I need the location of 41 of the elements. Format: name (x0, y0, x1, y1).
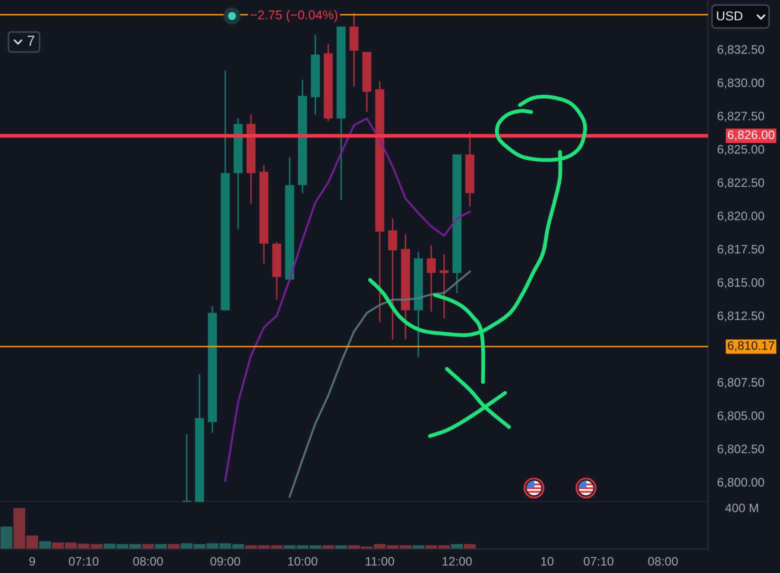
y-tick-label: 6,815.00 (718, 278, 764, 288)
x-tick-label: 09:00 (210, 556, 240, 566)
text: 400 M (725, 504, 758, 512)
y-tick-label: 6,827.50 (718, 112, 764, 122)
y-tick-label: 6,825.00 (718, 145, 764, 156)
bar (451, 544, 463, 549)
bar (39, 541, 51, 549)
x-tick-label: 9 (29, 556, 35, 566)
ref-line-label: 6,810.17 (728, 341, 774, 352)
x-tick-label: 12:00 (442, 556, 472, 566)
candlestick (426, 244, 436, 312)
bar (464, 544, 476, 549)
y-tick-label: 6,820.00 (718, 212, 764, 222)
ref-line-label: 6,826.00 (728, 130, 774, 141)
candlestick (440, 254, 449, 319)
text: USD (716, 11, 742, 20)
y-tick-label: 6,822.50 (718, 178, 764, 188)
bar (142, 544, 154, 549)
y-tick-label: 6,817.50 (718, 244, 764, 255)
y-tick-label: 6,812.50 (718, 311, 764, 322)
bar (154, 544, 167, 549)
candlestick (388, 218, 398, 340)
y-tick-label: 6,830.00 (718, 78, 764, 89)
candlestick (349, 12, 359, 88)
x-tick-label: 08:00 (133, 556, 163, 566)
x-tick-label: 10:00 (288, 556, 318, 566)
y-tick-label: 6,832.50 (718, 45, 764, 56)
y-tick-label: 6,807.50 (718, 378, 764, 388)
bar (0, 526, 12, 549)
annotation: −2.75 (−0.04%) (250, 10, 338, 22)
line-series (288, 270, 471, 498)
x-tick-label: 08:00 (648, 556, 678, 566)
annotation: 7 (28, 36, 34, 46)
y-tick-label: 6,802.50 (718, 444, 764, 455)
x-tick-label: 10 (541, 556, 554, 566)
line-series (224, 118, 471, 482)
x-tick-label: 11:00 (366, 556, 394, 566)
y-tick-label: 6,805.00 (718, 411, 764, 422)
y-tick-label: 6,800.00 (718, 478, 764, 488)
x-tick-label: 07:10 (584, 556, 614, 566)
x-tick-label: 07:10 (68, 556, 98, 566)
